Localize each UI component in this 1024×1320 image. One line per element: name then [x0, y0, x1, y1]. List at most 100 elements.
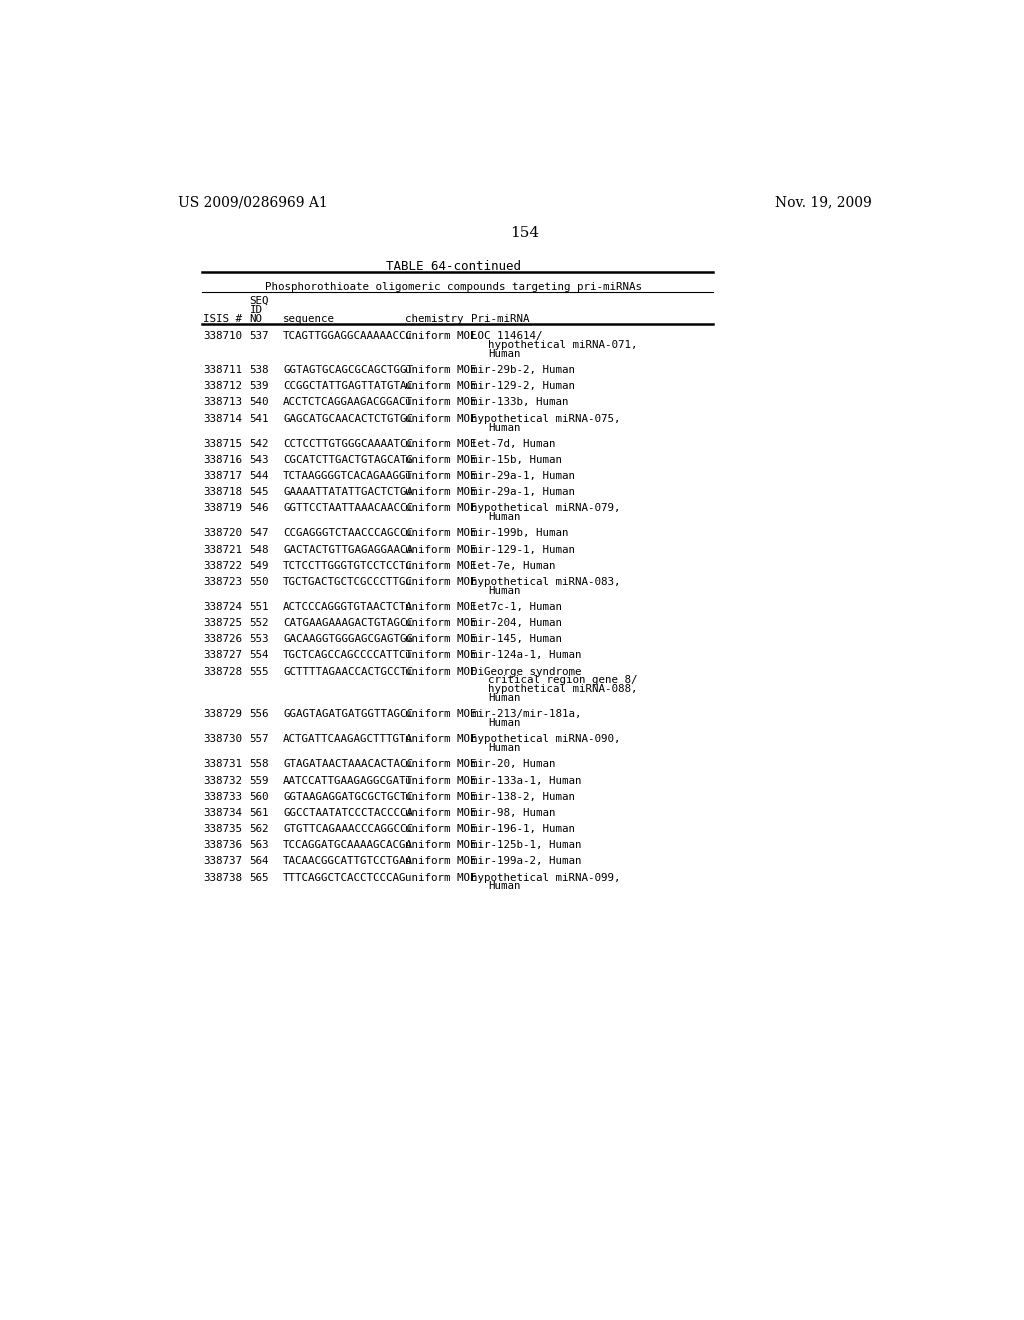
Text: uniform MOE: uniform MOE — [404, 808, 476, 818]
Text: 538: 538 — [250, 366, 269, 375]
Text: uniform MOE: uniform MOE — [404, 331, 476, 342]
Text: ACTCCCAGGGTGTAACTCTA: ACTCCCAGGGTGTAACTCTA — [283, 602, 413, 612]
Text: CCTCCTTGTGGGCAAAATCC: CCTCCTTGTGGGCAAAATCC — [283, 438, 413, 449]
Text: hypothetical miRNA-088,: hypothetical miRNA-088, — [488, 684, 638, 694]
Text: let-7d, Human: let-7d, Human — [471, 438, 556, 449]
Text: uniform MOE: uniform MOE — [404, 602, 476, 612]
Text: mir-20, Human: mir-20, Human — [471, 759, 556, 770]
Text: uniform MOE: uniform MOE — [404, 618, 476, 628]
Text: uniform MOE: uniform MOE — [404, 667, 476, 677]
Text: 338722: 338722 — [203, 561, 242, 570]
Text: GGTAAGAGGATGCGCTGCTC: GGTAAGAGGATGCGCTGCTC — [283, 792, 413, 801]
Text: uniform MOE: uniform MOE — [404, 438, 476, 449]
Text: 338731: 338731 — [203, 759, 242, 770]
Text: 560: 560 — [250, 792, 269, 801]
Text: 338730: 338730 — [203, 734, 242, 744]
Text: 542: 542 — [250, 438, 269, 449]
Text: let7c-1, Human: let7c-1, Human — [471, 602, 562, 612]
Text: chemistry: chemistry — [404, 314, 463, 323]
Text: 549: 549 — [250, 561, 269, 570]
Text: TCAGTTGGAGGCAAAAACCC: TCAGTTGGAGGCAAAAACCC — [283, 331, 413, 342]
Text: 554: 554 — [250, 651, 269, 660]
Text: mir-199a-2, Human: mir-199a-2, Human — [471, 857, 582, 866]
Text: 539: 539 — [250, 381, 269, 391]
Text: mir-196-1, Human: mir-196-1, Human — [471, 824, 575, 834]
Text: 338735: 338735 — [203, 824, 242, 834]
Text: 565: 565 — [250, 873, 269, 883]
Text: 550: 550 — [250, 577, 269, 587]
Text: sequence: sequence — [283, 314, 335, 323]
Text: Human: Human — [488, 743, 521, 754]
Text: hypothetical miRNA-071,: hypothetical miRNA-071, — [488, 341, 638, 350]
Text: GGCCTAATATCCCTACCCCA: GGCCTAATATCCCTACCCCA — [283, 808, 413, 818]
Text: 548: 548 — [250, 545, 269, 554]
Text: 562: 562 — [250, 824, 269, 834]
Text: uniform MOE: uniform MOE — [404, 857, 476, 866]
Text: mir-204, Human: mir-204, Human — [471, 618, 562, 628]
Text: critical region gene 8/: critical region gene 8/ — [488, 676, 638, 685]
Text: uniform MOE: uniform MOE — [404, 577, 476, 587]
Text: hypothetical miRNA-099,: hypothetical miRNA-099, — [471, 873, 621, 883]
Text: 541: 541 — [250, 413, 269, 424]
Text: uniform MOE: uniform MOE — [404, 381, 476, 391]
Text: uniform MOE: uniform MOE — [404, 545, 476, 554]
Text: mir-125b-1, Human: mir-125b-1, Human — [471, 841, 582, 850]
Text: DiGeorge syndrome: DiGeorge syndrome — [471, 667, 582, 677]
Text: GTGTTCAGAAACCCAGGCCC: GTGTTCAGAAACCCAGGCCC — [283, 824, 413, 834]
Text: Human: Human — [488, 422, 521, 433]
Text: 338719: 338719 — [203, 503, 242, 513]
Text: 338712: 338712 — [203, 381, 242, 391]
Text: TABLE 64-continued: TABLE 64-continued — [386, 260, 521, 273]
Text: 546: 546 — [250, 503, 269, 513]
Text: ACTGATTCAAGAGCTTTGTA: ACTGATTCAAGAGCTTTGTA — [283, 734, 413, 744]
Text: TACAACGGCATTGTCCTGAA: TACAACGGCATTGTCCTGAA — [283, 857, 413, 866]
Text: 338738: 338738 — [203, 873, 242, 883]
Text: 555: 555 — [250, 667, 269, 677]
Text: 338714: 338714 — [203, 413, 242, 424]
Text: 561: 561 — [250, 808, 269, 818]
Text: 558: 558 — [250, 759, 269, 770]
Text: 559: 559 — [250, 776, 269, 785]
Text: 551: 551 — [250, 602, 269, 612]
Text: mir-213/mir-181a,: mir-213/mir-181a, — [471, 709, 582, 719]
Text: 338725: 338725 — [203, 618, 242, 628]
Text: GACTACTGTTGAGAGGAACA: GACTACTGTTGAGAGGAACA — [283, 545, 413, 554]
Text: mir-15b, Human: mir-15b, Human — [471, 455, 562, 465]
Text: uniform MOE: uniform MOE — [404, 471, 476, 480]
Text: 338724: 338724 — [203, 602, 242, 612]
Text: GGTAGTGCAGCGCAGCTGGT: GGTAGTGCAGCGCAGCTGGT — [283, 366, 413, 375]
Text: ACCTCTCAGGAAGACGGACT: ACCTCTCAGGAAGACGGACT — [283, 397, 413, 408]
Text: 544: 544 — [250, 471, 269, 480]
Text: mir-199b, Human: mir-199b, Human — [471, 528, 568, 539]
Text: 154: 154 — [510, 226, 540, 240]
Text: 338729: 338729 — [203, 709, 242, 719]
Text: TCCAGGATGCAAAAGCACGA: TCCAGGATGCAAAAGCACGA — [283, 841, 413, 850]
Text: GTAGATAACTAAACACTACC: GTAGATAACTAAACACTACC — [283, 759, 413, 770]
Text: Human: Human — [488, 512, 521, 523]
Text: CGCATCTTGACTGTAGCATG: CGCATCTTGACTGTAGCATG — [283, 455, 413, 465]
Text: 338718: 338718 — [203, 487, 242, 498]
Text: 338728: 338728 — [203, 667, 242, 677]
Text: ID: ID — [250, 305, 263, 314]
Text: 564: 564 — [250, 857, 269, 866]
Text: 338716: 338716 — [203, 455, 242, 465]
Text: uniform MOE: uniform MOE — [404, 873, 476, 883]
Text: hypothetical miRNA-079,: hypothetical miRNA-079, — [471, 503, 621, 513]
Text: uniform MOE: uniform MOE — [404, 455, 476, 465]
Text: mir-29a-1, Human: mir-29a-1, Human — [471, 487, 575, 498]
Text: CCGGCTATTGAGTTATGTAC: CCGGCTATTGAGTTATGTAC — [283, 381, 413, 391]
Text: uniform MOE: uniform MOE — [404, 528, 476, 539]
Text: let-7e, Human: let-7e, Human — [471, 561, 556, 570]
Text: ISIS #: ISIS # — [203, 314, 242, 323]
Text: 338723: 338723 — [203, 577, 242, 587]
Text: 338713: 338713 — [203, 397, 242, 408]
Text: GAAAATTATATTGACTCTGA: GAAAATTATATTGACTCTGA — [283, 487, 413, 498]
Text: 338737: 338737 — [203, 857, 242, 866]
Text: GCTTTTAGAACCACTGCCTC: GCTTTTAGAACCACTGCCTC — [283, 667, 413, 677]
Text: Human: Human — [488, 718, 521, 729]
Text: Human: Human — [488, 348, 521, 359]
Text: 338726: 338726 — [203, 635, 242, 644]
Text: Phosphorothioate oligomeric compounds targeting pri-miRNAs: Phosphorothioate oligomeric compounds ta… — [265, 281, 642, 292]
Text: 338721: 338721 — [203, 545, 242, 554]
Text: 537: 537 — [250, 331, 269, 342]
